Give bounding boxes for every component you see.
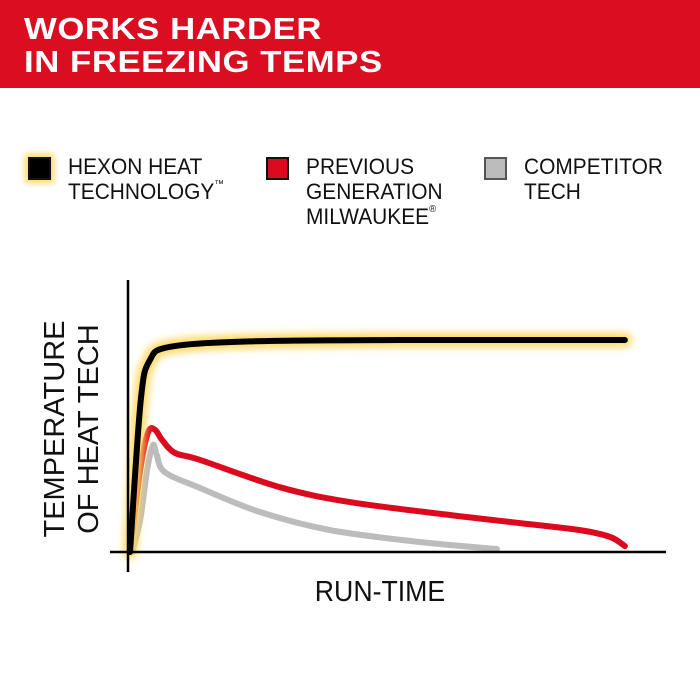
legend-swatch-black — [28, 157, 51, 180]
legend-label: COMPETITOR — [524, 154, 663, 179]
header-banner: WORKS HARDER IN FREEZING TEMPS — [0, 0, 700, 88]
legend-item-competitor: COMPETITOR TECH — [484, 154, 670, 204]
x-axis-label: RUN-TIME — [314, 576, 446, 608]
series-line-1 — [127, 425, 628, 555]
registered-mark: ® — [429, 204, 437, 215]
legend-label: HEXON HEAT — [68, 154, 203, 179]
series-glow — [123, 332, 632, 559]
legend-item-previous: PREVIOUS GENERATION MILWAUKEE® — [266, 154, 450, 229]
legend-item-hexon: HEXON HEAT TECHNOLOGY™ — [28, 154, 232, 204]
title-line-2: IN FREEZING TEMPS — [24, 44, 383, 79]
legend-label: TECHNOLOGY — [68, 179, 215, 204]
legend-label: TECH — [524, 179, 581, 204]
legend-label: GENERATION — [306, 179, 443, 204]
legend-swatch-gray — [484, 157, 507, 180]
series-line-0 — [127, 336, 628, 555]
legend-label: PREVIOUS — [306, 154, 415, 179]
legend-label: MILWAUKEE — [306, 204, 430, 229]
series-line-2 — [129, 441, 501, 555]
legend-swatch-red — [266, 157, 289, 180]
title-line-1: WORKS HARDER — [24, 11, 322, 46]
trademark-mark: ™ — [214, 179, 224, 190]
